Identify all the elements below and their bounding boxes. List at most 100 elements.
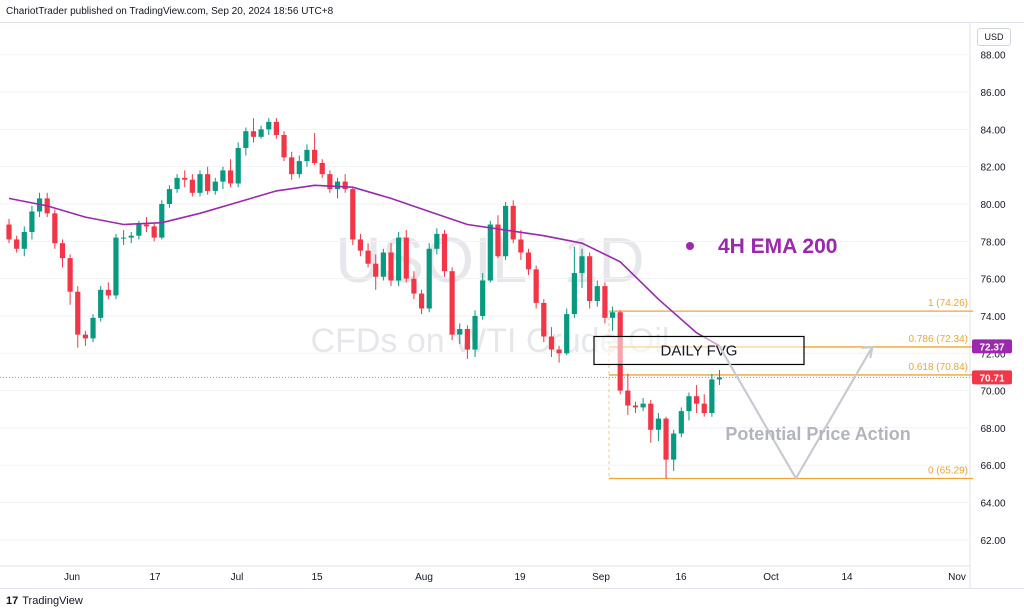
- candle: [90, 314, 96, 343]
- time-tick-label: Aug: [415, 572, 433, 583]
- candle-body: [82, 334, 88, 339]
- price-tick-label: 88.00: [980, 51, 1005, 62]
- candle-body: [289, 157, 295, 175]
- candle-body: [556, 349, 562, 354]
- candle-body: [220, 170, 226, 182]
- candle: [373, 254, 379, 290]
- candle: [587, 252, 593, 309]
- candle-body: [480, 280, 486, 316]
- candle-body: [457, 329, 463, 335]
- candle: [701, 394, 707, 417]
- fib-level-label: 1 (74.26): [928, 298, 968, 309]
- candle-body: [441, 233, 448, 272]
- candle: [426, 243, 432, 313]
- candle-body: [128, 235, 134, 238]
- candle: [709, 373, 715, 417]
- candle: [182, 170, 188, 188]
- candle-body: [548, 336, 555, 350]
- price-tick-label: 84.00: [980, 125, 1005, 136]
- candle-body: [594, 286, 600, 302]
- candle-body: [671, 433, 677, 460]
- candle-body: [212, 181, 218, 191]
- candle: [312, 133, 318, 165]
- tradingview-logo-icon: 17: [6, 595, 19, 607]
- candle-body: [579, 256, 585, 274]
- candle-body: [449, 271, 455, 335]
- candle: [640, 398, 646, 412]
- price-tick-label: 74.00: [980, 312, 1005, 323]
- candle-body: [648, 403, 654, 430]
- candle: [671, 429, 677, 471]
- fvg-label: DAILY FVG: [661, 342, 738, 359]
- ema-line: [8, 184, 720, 347]
- candle-body: [518, 239, 524, 253]
- candle-body: [525, 252, 532, 270]
- candle: [411, 271, 417, 300]
- candlestick-series[interactable]: [6, 118, 723, 479]
- candle: [82, 330, 88, 346]
- price-tick-label: 68.00: [980, 424, 1005, 435]
- candle-body: [694, 396, 700, 404]
- candle: [105, 282, 111, 300]
- price-tick-label: 78.00: [980, 237, 1005, 248]
- candle-body: [189, 179, 195, 193]
- candle-body: [14, 239, 20, 249]
- candle: [296, 155, 302, 178]
- candle-body: [388, 252, 394, 281]
- time-tick-label: Oct: [763, 572, 779, 583]
- candle-body: [472, 315, 478, 350]
- candle-body: [541, 302, 547, 337]
- candle: [67, 254, 73, 305]
- candle: [388, 243, 394, 287]
- candle-body: [174, 177, 180, 190]
- candle: [143, 217, 150, 232]
- candle: [525, 248, 532, 275]
- candle: [334, 177, 341, 199]
- candle-body: [701, 403, 707, 413]
- candle: [342, 174, 348, 193]
- fib-level-label: 0 (65.29): [928, 465, 968, 476]
- candle: [266, 118, 272, 135]
- candle: [29, 205, 35, 240]
- candle-body: [587, 256, 593, 302]
- time-tick-label: 16: [675, 572, 687, 583]
- candle-body: [495, 224, 501, 257]
- candle: [14, 235, 20, 253]
- candle-body: [357, 239, 364, 251]
- fib-level-label: 0.786 (72.34): [909, 334, 969, 345]
- candle: [205, 166, 211, 195]
- candle-body: [312, 149, 318, 163]
- candle: [174, 174, 180, 193]
- candle-body: [709, 379, 715, 413]
- daily-fvg-zone[interactable]: DAILY FVG: [593, 335, 805, 366]
- candle-body: [281, 134, 287, 158]
- ema-200-series[interactable]: [8, 184, 720, 347]
- candle-body: [98, 289, 104, 318]
- fvg-box[interactable]: [593, 335, 805, 366]
- candle-body: [258, 129, 264, 137]
- currency-button[interactable]: USD: [977, 28, 1011, 46]
- price-tick-label: 72.00: [980, 349, 1005, 360]
- candle: [357, 233, 364, 257]
- candle: [235, 142, 241, 188]
- potential-price-action-arrow[interactable]: [718, 345, 874, 481]
- candle-body: [678, 411, 684, 434]
- candle: [472, 310, 478, 358]
- ema-legend-dot: [686, 242, 694, 250]
- candle: [632, 401, 639, 413]
- candle: [243, 127, 249, 156]
- candle-body: [663, 418, 669, 460]
- candle-body: [640, 403, 646, 408]
- candle: [548, 327, 555, 358]
- candle: [21, 226, 27, 257]
- candle-body: [411, 278, 417, 294]
- candle-body: [487, 224, 493, 281]
- candle: [159, 200, 165, 240]
- candle: [403, 230, 409, 283]
- time-tick-label: 17: [149, 572, 161, 583]
- candle: [250, 118, 257, 143]
- candle-body: [365, 250, 371, 264]
- candle: [510, 200, 516, 244]
- candle: [396, 231, 402, 287]
